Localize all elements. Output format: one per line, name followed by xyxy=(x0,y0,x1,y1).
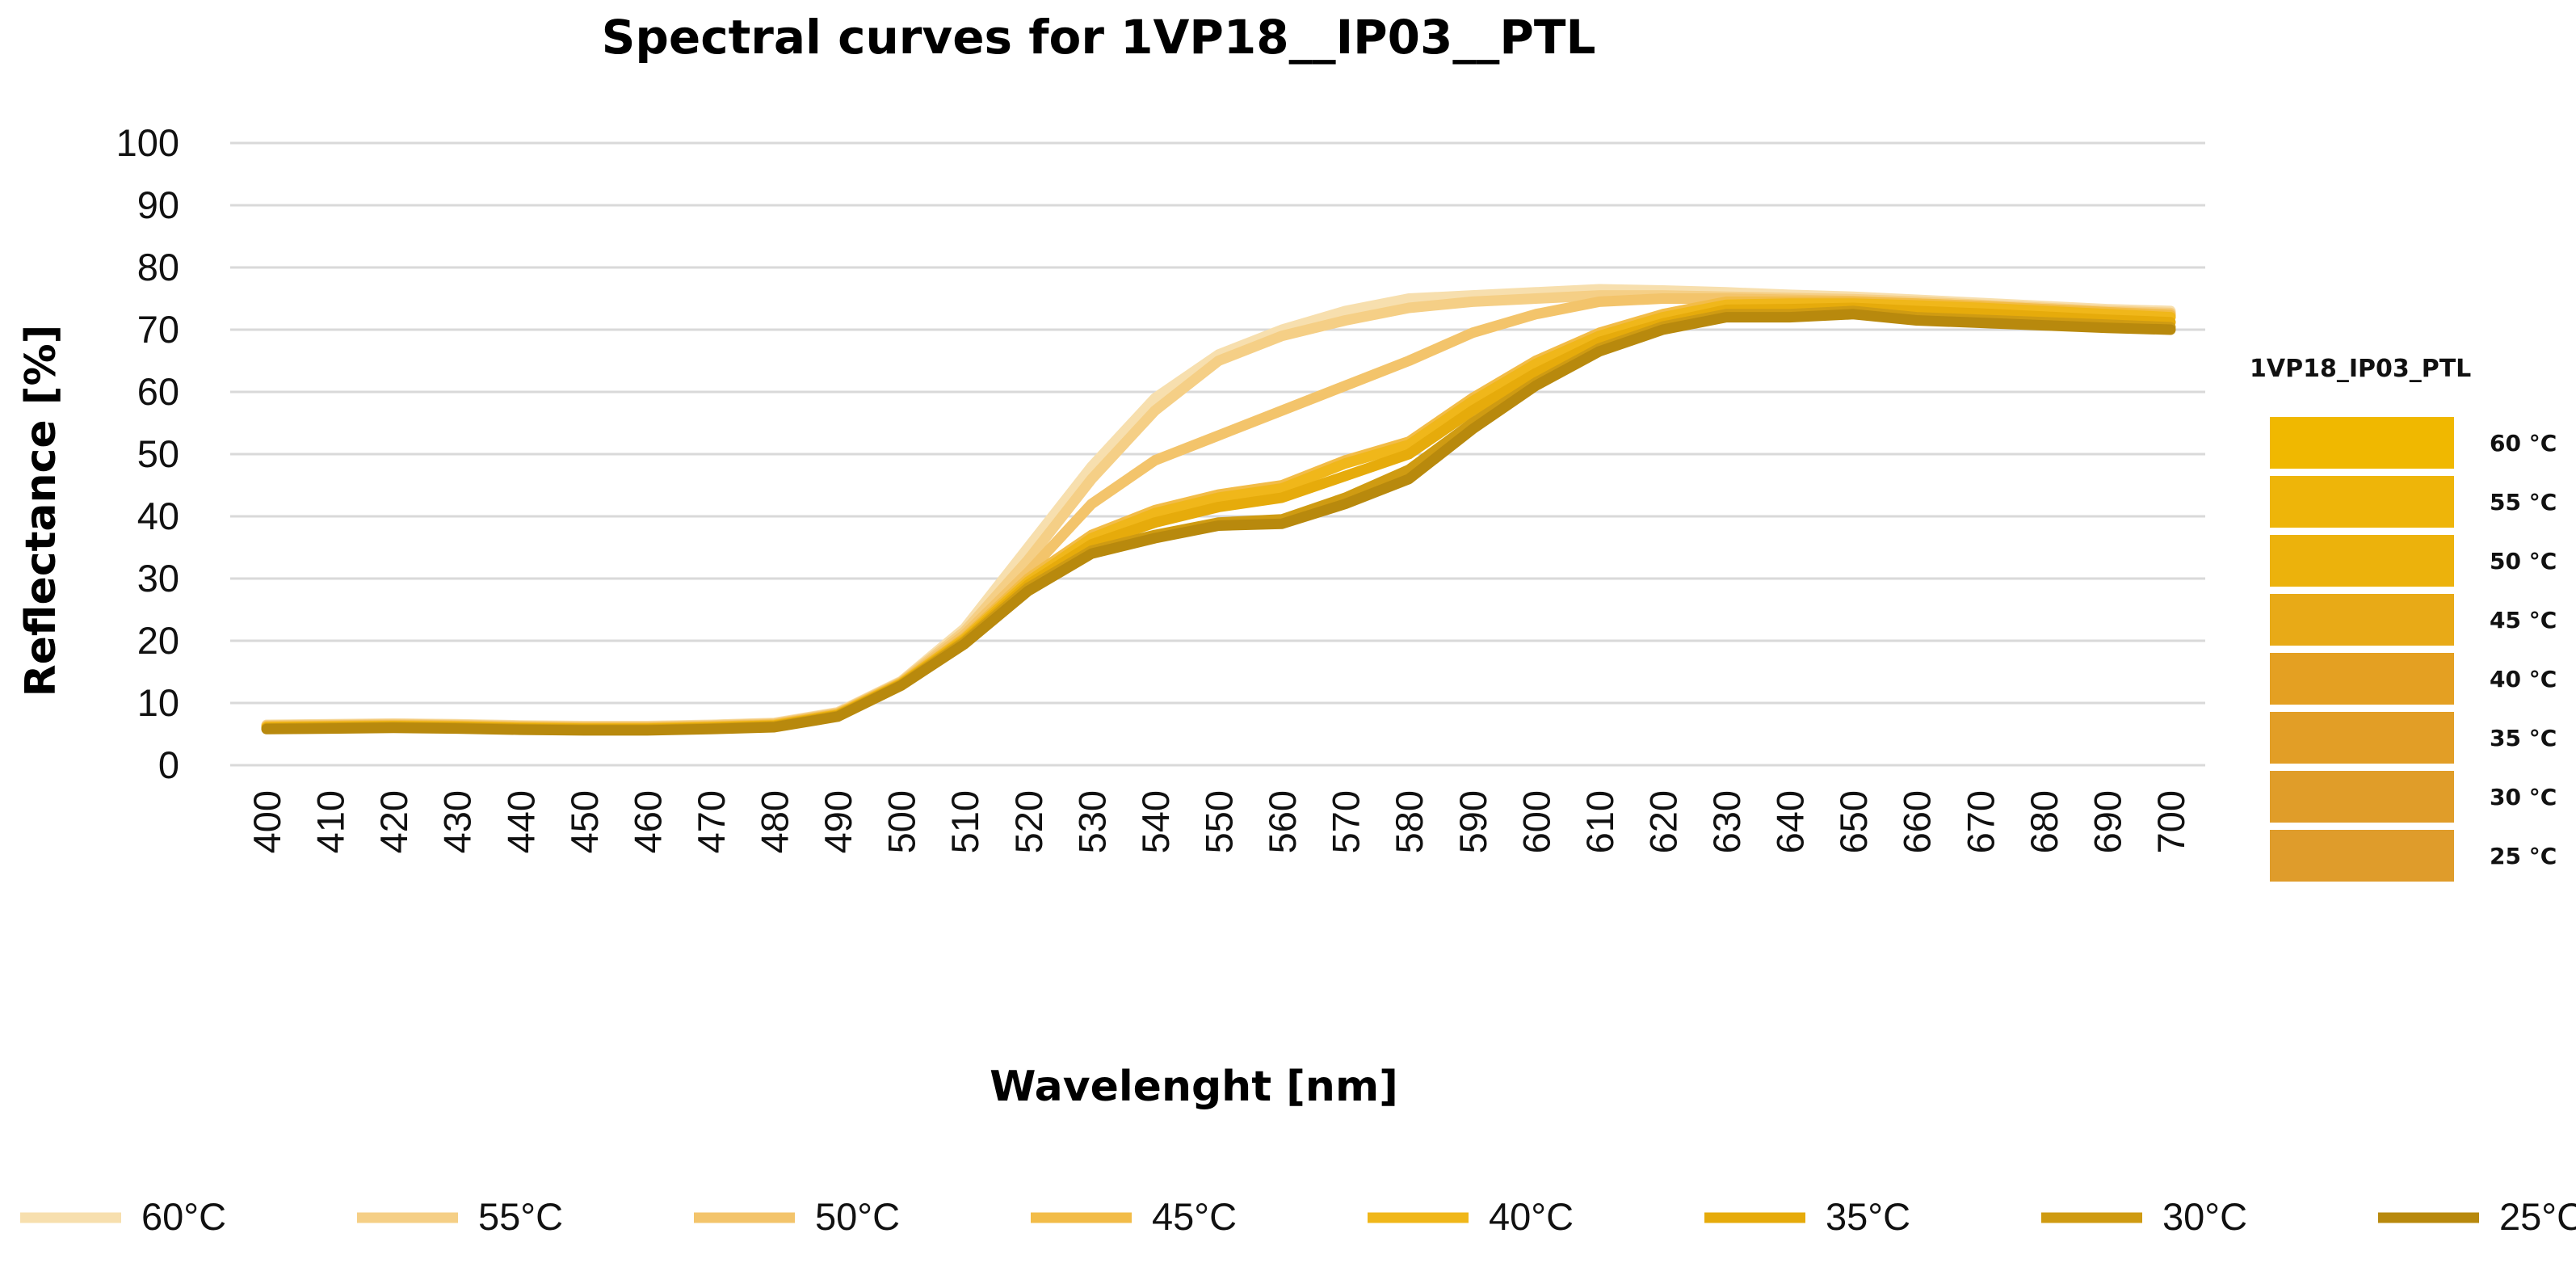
legend-label: 30°C xyxy=(2162,1195,2247,1238)
side-legend-item: 25 °C xyxy=(2270,830,2557,882)
legend-item: 45°C xyxy=(1031,1195,1237,1238)
legend-label: 45°C xyxy=(1152,1195,1237,1238)
x-tick-label: 420 xyxy=(372,790,415,853)
side-legend-label: 45 °C xyxy=(2490,607,2557,634)
side-legend-item: 55 °C xyxy=(2270,476,2557,528)
side-legend-item: 50 °C xyxy=(2270,535,2557,587)
x-tick-labels: 400 410 420 430 440 450 460 470 480 490 500 510 520 5… xyxy=(246,790,2192,853)
side-legend-swatch xyxy=(2270,535,2454,587)
x-tick-label: 460 xyxy=(626,790,669,853)
side-legend-item: 30 °C xyxy=(2270,771,2557,823)
x-tick-label: 700 xyxy=(2149,790,2192,853)
y-tick-label: 60 xyxy=(137,370,179,413)
x-tick-label: 480 xyxy=(754,790,796,853)
legend-label: 40°C xyxy=(1489,1195,1574,1238)
x-axis-title: Wavelenght [nm] xyxy=(990,1063,1398,1111)
side-legend-label: 35 °C xyxy=(2490,725,2557,751)
side-legend-label: 30 °C xyxy=(2490,784,2557,810)
bottom-legend: 60°C 55°C 50°C 45°C 40°C 35°C 30°C 25°C xyxy=(20,1195,2576,1238)
x-tick-label: 440 xyxy=(499,790,542,853)
x-tick-label: 500 xyxy=(880,790,923,853)
x-tick-label: 610 xyxy=(1578,790,1621,853)
legend-item: 40°C xyxy=(1368,1195,1574,1238)
side-legend-swatch xyxy=(2270,594,2454,646)
chart-title: Spectral curves for 1VP18__IP03__PTL xyxy=(602,10,1596,65)
y-axis-title: Reflectance [%] xyxy=(17,325,65,697)
x-tick-label: 520 xyxy=(1007,790,1050,853)
legend-label: 35°C xyxy=(1826,1195,1910,1238)
y-tick-label: 20 xyxy=(137,619,179,662)
legend-label: 55°C xyxy=(478,1195,563,1238)
y-tick-label: 90 xyxy=(137,183,179,226)
y-tick-label: 50 xyxy=(137,432,179,475)
y-tick-label: 40 xyxy=(137,495,179,537)
y-tick-label: 70 xyxy=(137,308,179,351)
x-tick-label: 630 xyxy=(1705,790,1748,853)
y-tick-label: 10 xyxy=(137,681,179,724)
y-tick-labels: 0 10 20 30 40 50 60 70 80 90 100 xyxy=(116,121,179,786)
side-legend-swatch xyxy=(2270,653,2454,705)
x-tick-label: 640 xyxy=(1769,790,1812,853)
side-legend-swatch xyxy=(2270,712,2454,764)
y-tick-label: 80 xyxy=(137,246,179,288)
x-tick-label: 660 xyxy=(1896,790,1939,853)
legend-item: 30°C xyxy=(2041,1195,2247,1238)
legend-item: 55°C xyxy=(357,1195,563,1238)
series-lines xyxy=(261,284,2176,736)
x-tick-label: 450 xyxy=(563,790,606,853)
side-legend-label: 25 °C xyxy=(2490,843,2557,869)
x-tick-label: 620 xyxy=(1641,790,1684,853)
legend-label: 60°C xyxy=(141,1195,226,1238)
legend-item: 25°C xyxy=(2378,1195,2576,1238)
side-legend-swatch xyxy=(2270,830,2454,882)
series-line-25c xyxy=(261,309,2176,736)
legend-item: 35°C xyxy=(1704,1195,1910,1238)
x-tick-label: 690 xyxy=(2086,790,2128,853)
x-tick-label: 540 xyxy=(1134,790,1177,853)
side-legend-label: 50 °C xyxy=(2490,548,2557,575)
side-legend-swatch xyxy=(2270,771,2454,823)
x-tick-label: 580 xyxy=(1388,790,1431,853)
legend-item: 50°C xyxy=(694,1195,900,1238)
side-legend-item: 60 °C xyxy=(2270,417,2557,469)
side-legend-item: 35 °C xyxy=(2270,712,2557,764)
x-tick-label: 400 xyxy=(246,790,288,853)
x-tick-label: 570 xyxy=(1325,790,1368,853)
y-tick-label: 0 xyxy=(158,743,179,786)
side-legend-title: 1VP18_IP03_PTL xyxy=(2250,355,2471,383)
side-legend-swatch xyxy=(2270,476,2454,528)
x-tick-label: 650 xyxy=(1832,790,1875,853)
x-tick-label: 670 xyxy=(1959,790,2002,853)
legend-item: 60°C xyxy=(20,1195,226,1238)
x-tick-label: 560 xyxy=(1261,790,1304,853)
side-legend-item: 40 °C xyxy=(2270,653,2557,705)
legend-label: 50°C xyxy=(815,1195,900,1238)
x-tick-label: 430 xyxy=(436,790,479,853)
side-legend-item: 45 °C xyxy=(2270,594,2557,646)
x-tick-label: 590 xyxy=(1452,790,1494,853)
side-legend: 1VP18_IP03_PTL 60 °C 55 °C 50 °C 45 °C 40 °C… xyxy=(2250,355,2557,882)
y-tick-label: 100 xyxy=(116,121,179,164)
x-tick-label: 490 xyxy=(817,790,859,853)
side-legend-label: 60 °C xyxy=(2490,430,2557,457)
x-tick-label: 550 xyxy=(1198,790,1241,853)
x-tick-label: 470 xyxy=(690,790,733,853)
grid-lines xyxy=(230,141,2205,767)
x-tick-label: 680 xyxy=(2023,790,2065,853)
legend-label: 25°C xyxy=(2499,1195,2576,1238)
side-legend-swatch xyxy=(2270,417,2454,469)
y-tick-label: 30 xyxy=(137,557,179,600)
side-legend-label: 40 °C xyxy=(2490,666,2557,692)
x-tick-label: 410 xyxy=(309,790,352,853)
x-tick-label: 530 xyxy=(1070,790,1113,853)
x-tick-label: 510 xyxy=(943,790,986,853)
x-tick-label: 600 xyxy=(1515,790,1557,853)
side-legend-label: 55 °C xyxy=(2490,489,2557,516)
